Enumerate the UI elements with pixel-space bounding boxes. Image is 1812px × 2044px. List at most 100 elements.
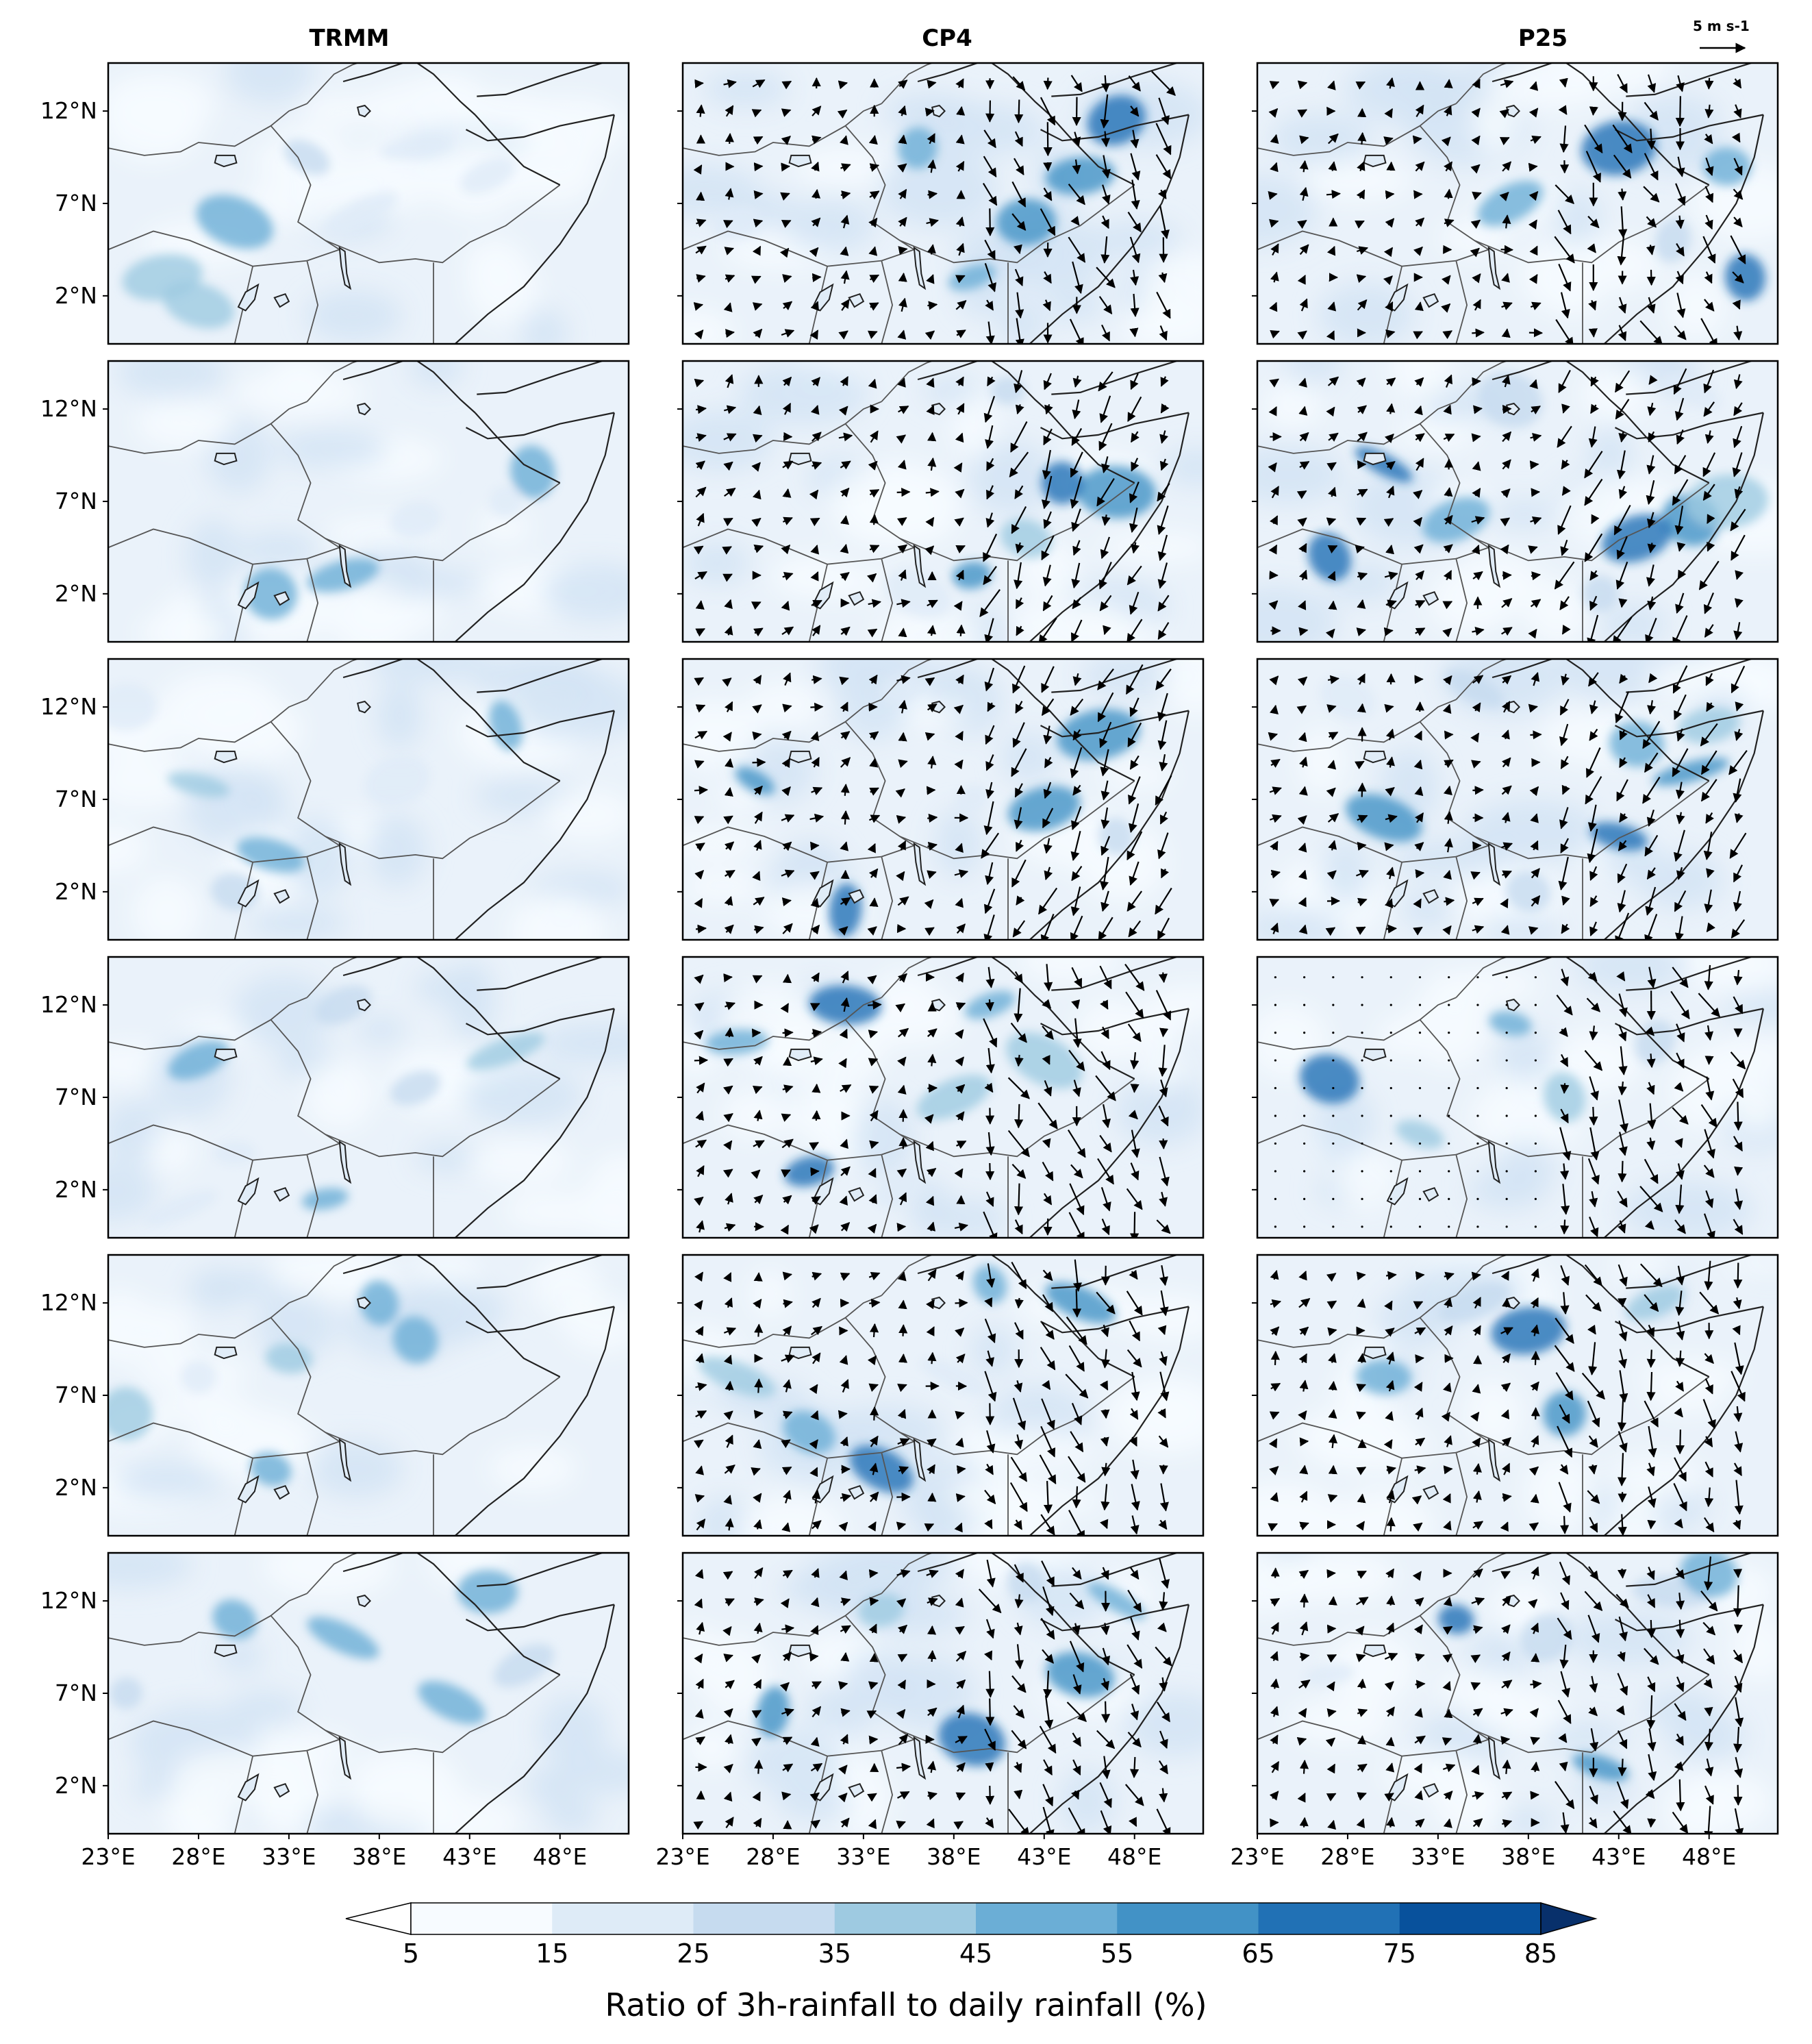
- y-tick-label: 12°N: [40, 97, 97, 125]
- y-tick-label: 2°N: [54, 1473, 97, 1501]
- tick-marks: [677, 706, 683, 893]
- y-tick-label: 12°N: [40, 991, 97, 1019]
- x-tick-label: 23°E: [655, 1843, 710, 1870]
- panel-trmm-row-1: [103, 62, 630, 345]
- rainfall-maxima: [1477, 120, 1766, 301]
- x-tick-label: 28°E: [746, 1843, 801, 1870]
- y-tick-label: 7°N: [54, 488, 97, 514]
- colorbar-bin: [834, 1903, 977, 1934]
- tick-marks: [677, 408, 683, 595]
- x-tick-label: 43°E: [442, 1843, 497, 1870]
- colorbar: [345, 1902, 1598, 1935]
- country-borders: [108, 63, 615, 344]
- x-tick-label: 23°E: [1230, 1843, 1285, 1870]
- tick-marks: [103, 1600, 561, 1839]
- wind-vectors: [1268, 368, 1746, 642]
- colorbar-tick-label: 35: [818, 1939, 851, 1969]
- x-tick-label: 38°E: [1501, 1843, 1556, 1870]
- colorbar-tick-label: 45: [959, 1939, 993, 1969]
- tick-marks: [103, 1004, 108, 1191]
- x-tick-label: 43°E: [1591, 1843, 1646, 1870]
- colorbar-tick-label: 65: [1242, 1939, 1275, 1969]
- colorbar-tick-label: 25: [677, 1939, 710, 1969]
- wind-vectors: [694, 664, 1172, 940]
- tick-marks: [103, 110, 108, 297]
- tick-marks: [1252, 1004, 1257, 1191]
- wind-vectors: [693, 370, 1170, 642]
- x-tick-label: 33°E: [262, 1843, 316, 1870]
- wind-vectors: [1274, 964, 1746, 1238]
- colorbar-title: Ratio of 3h-rainfall to daily rainfall (…: [605, 1986, 1207, 2023]
- y-tick-label: 7°N: [54, 1084, 97, 1110]
- rainfall-field: [1257, 1553, 1778, 1834]
- rainfall-field: [108, 1553, 629, 1834]
- panel-p25-row-1: [1252, 62, 1779, 345]
- tick-marks: [1252, 110, 1257, 297]
- y-tick-label: 2°N: [54, 877, 97, 905]
- panel-p25-row-4: [1252, 956, 1779, 1239]
- x-tick-label: 48°E: [1682, 1843, 1737, 1870]
- reference-vector-label: 5 m s-1: [1693, 18, 1750, 34]
- colorbar-bin: [1258, 1903, 1400, 1934]
- wind-vectors: [1268, 665, 1748, 940]
- rainfall-maxima: [698, 1265, 1116, 1493]
- wind-vectors: [694, 1259, 1170, 1536]
- x-tick-label: 38°E: [352, 1843, 407, 1870]
- x-tick-label: 23°E: [81, 1843, 136, 1870]
- column-title-p25: P25: [1518, 25, 1568, 52]
- panel-cp4-row-6: [677, 1551, 1205, 1839]
- panel-p25-row-5: [1252, 1254, 1779, 1537]
- y-tick-label: 2°N: [54, 1175, 97, 1203]
- rainfall-field: [1257, 957, 1778, 1238]
- x-tick-label: 48°E: [1107, 1843, 1162, 1870]
- panel-trmm-row-5: [103, 1254, 630, 1537]
- panel-cp4-row-4: [677, 956, 1205, 1239]
- x-tick-label: 28°E: [171, 1843, 226, 1870]
- colorbar-tick-label: 75: [1383, 1939, 1416, 1969]
- tick-marks: [103, 408, 108, 595]
- wind-vectors: [1268, 73, 1746, 344]
- x-tick-label: 28°E: [1320, 1843, 1375, 1870]
- y-tick-label: 2°N: [54, 282, 97, 309]
- panel-trmm-row-6: [103, 1551, 630, 1839]
- tick-marks: [1252, 1600, 1710, 1839]
- colorbar-tick-label: 5: [402, 1939, 420, 1969]
- country-borders: [108, 957, 615, 1238]
- tick-marks: [1252, 408, 1257, 595]
- x-tick-label: 38°E: [927, 1843, 981, 1870]
- rainfall-maxima: [108, 1280, 438, 1486]
- y-tick-label: 7°N: [54, 1680, 97, 1706]
- x-tick-label: 33°E: [1411, 1843, 1465, 1870]
- colorbar-tick-label: 85: [1524, 1939, 1558, 1969]
- y-tick-label: 12°N: [40, 1289, 97, 1317]
- y-tick-label: 7°N: [54, 190, 97, 216]
- wind-vectors: [693, 71, 1176, 344]
- x-tick-label: 33°E: [836, 1843, 891, 1870]
- rainfall-maxima: [143, 985, 545, 1226]
- country-borders: [108, 659, 615, 940]
- column-title-cp4: CP4: [922, 25, 972, 52]
- tick-marks: [103, 1302, 108, 1488]
- rainfall-field: [108, 960, 629, 1238]
- colorbar-bin: [552, 1903, 694, 1934]
- y-tick-label: 2°N: [54, 1771, 97, 1799]
- rainfall-field: [683, 1553, 1203, 1834]
- colorbar-bin: [693, 1903, 835, 1934]
- panel-trmm-row-2: [103, 360, 630, 643]
- panel-cp4-row-3: [677, 658, 1205, 941]
- x-tick-label: 48°E: [533, 1843, 588, 1870]
- y-tick-label: 7°N: [54, 786, 97, 812]
- colorbar-tick-label: 55: [1100, 1939, 1134, 1969]
- tick-marks: [677, 1004, 683, 1191]
- colorbar-extend-low: [345, 1902, 412, 1935]
- tick-marks: [677, 1600, 1135, 1839]
- country-borders: [108, 1553, 615, 1834]
- country-borders: [108, 361, 615, 642]
- tick-marks: [103, 706, 108, 893]
- wind-vectors: [693, 1558, 1172, 1834]
- panel-cp4-row-5: [677, 1254, 1205, 1537]
- colorbar-extend-high: [1540, 1902, 1598, 1935]
- y-tick-label: 12°N: [40, 1587, 97, 1615]
- panel-trmm-row-3: [103, 658, 630, 941]
